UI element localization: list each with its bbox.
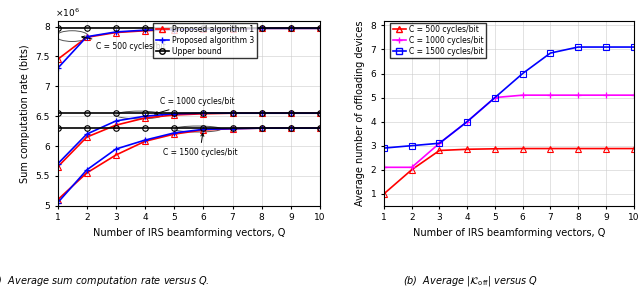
Text: (a)  Average sum computation rate versus $Q$.: (a) Average sum computation rate versus …: [0, 274, 210, 288]
Y-axis label: Average number of offloading devices: Average number of offloading devices: [355, 21, 365, 206]
Legend: C = 500 cycles/bit, C = 1000 cycles/bit, C = 1500 cycles/bit: C = 500 cycles/bit, C = 1000 cycles/bit,…: [390, 23, 486, 58]
Y-axis label: Sum computation rate (bits): Sum computation rate (bits): [20, 44, 30, 183]
Text: $\times 10^6$: $\times 10^6$: [55, 6, 80, 19]
Legend: Proposed algorithm 1, Proposed algorithm 3, Upper bound: Proposed algorithm 1, Proposed algorithm…: [153, 23, 257, 58]
Text: (b)  Average $|\mathcal{K}_{\mathrm{off}}|$ versus $Q$: (b) Average $|\mathcal{K}_{\mathrm{off}}…: [403, 274, 538, 288]
Text: C = 1000 cycles/bit: C = 1000 cycles/bit: [155, 97, 234, 115]
Text: C = 1500 cycles/bit: C = 1500 cycles/bit: [163, 133, 237, 157]
X-axis label: Number of IRS beamforming vectors, Q: Number of IRS beamforming vectors, Q: [93, 228, 285, 238]
X-axis label: Number of IRS beamforming vectors, Q: Number of IRS beamforming vectors, Q: [413, 228, 605, 238]
Text: C = 500 cycles/bit: C = 500 cycles/bit: [82, 36, 165, 51]
